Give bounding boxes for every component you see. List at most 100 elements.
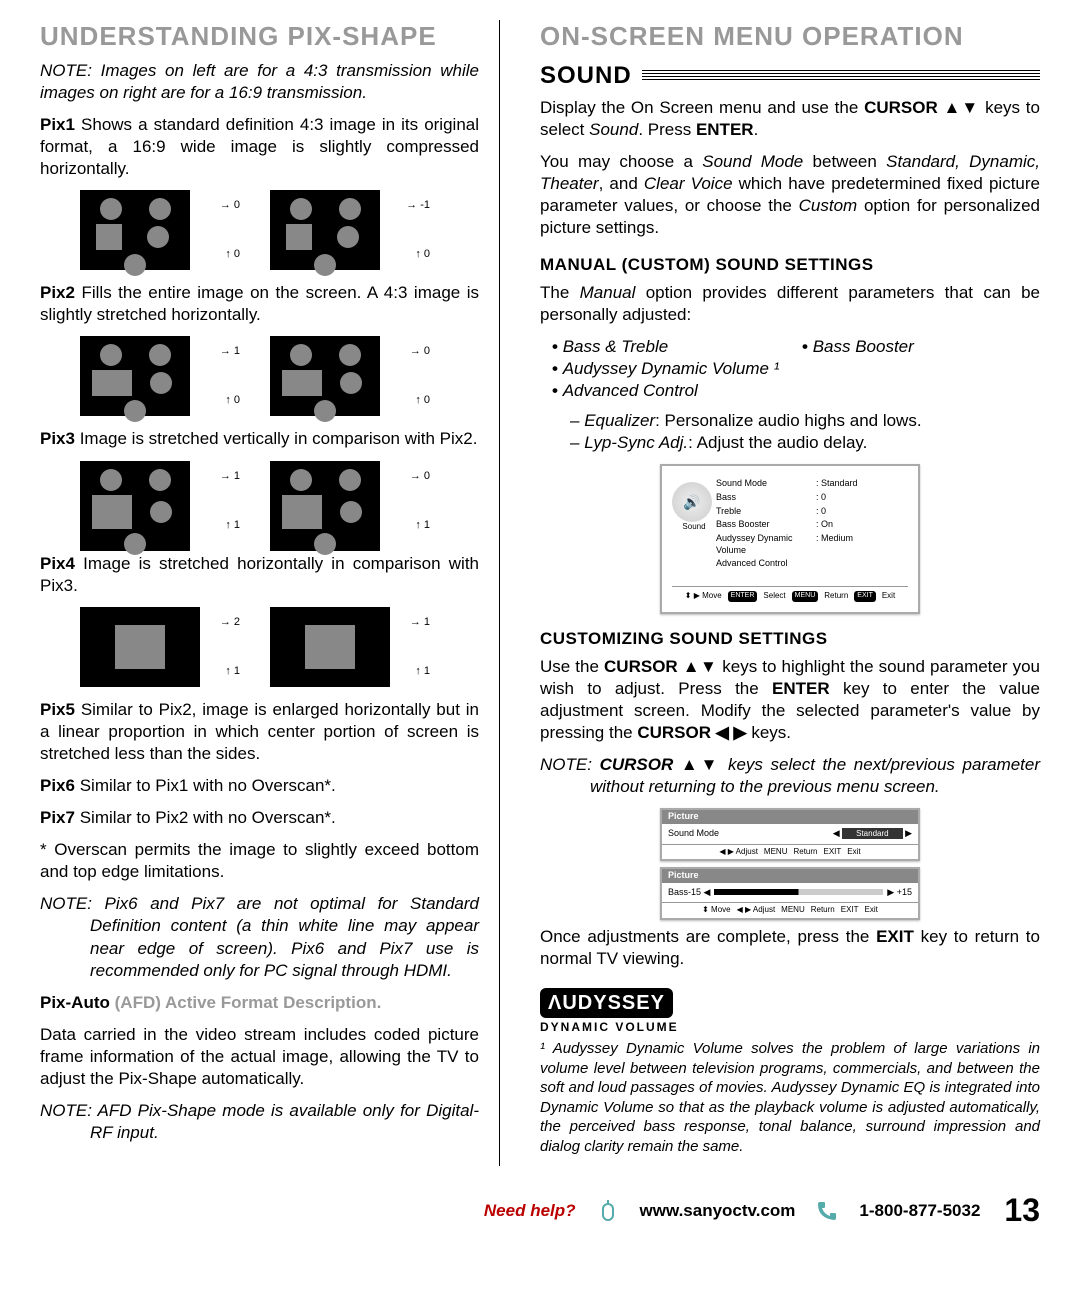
pix3-text: Image is stretched vertically in compari… [75, 429, 478, 448]
pixauto-text: Data carried in the video stream include… [40, 1024, 479, 1090]
sm-value: Standard [842, 828, 902, 839]
menu-foot-item: MENU [781, 905, 805, 915]
menu-row: Bass Booster: On [716, 519, 908, 531]
sub-item: Equalizer: Personalize audio highs and l… [570, 410, 1040, 432]
sound-intro2: You may choose a Sound Mode between Stan… [540, 151, 1040, 239]
overscan-note: * Overscan permits the image to slightly… [40, 839, 479, 883]
pix7-text: Similar to Pix2 with no Overscan*. [75, 808, 336, 827]
bullet-item: Bass & Treble [552, 336, 790, 358]
fig-arrow: ↑ 1 [225, 666, 240, 677]
pix7-para: Pix7 Similar to Pix2 with no Overscan*. [40, 807, 479, 829]
customizing-heading: CUSTOMIZING SOUND SETTINGS [540, 628, 1040, 650]
pix7-label: Pix7 [40, 808, 75, 827]
pix1-label: Pix1 [40, 115, 75, 134]
audyssey-section: ΛUDYSSEY DYNAMIC VOLUME ¹ Audyssey Dynam… [540, 988, 1040, 1157]
sm-min: -15 ◀ [688, 887, 710, 899]
pix1-para: Pix1 Shows a standard definition 4:3 ima… [40, 114, 479, 180]
pix5-label: Pix5 [40, 700, 75, 719]
fig-arrow: → 0 [410, 346, 430, 357]
pix4-label: Pix4 [40, 554, 75, 573]
pix2-para: Pix2 Fills the entire image on the scree… [40, 282, 479, 326]
pix2-label: Pix2 [40, 283, 75, 302]
customizing-text: Use the CURSOR ▲▼ keys to highlight the … [540, 656, 1040, 744]
sound-intro1: Display the On Screen menu and use the C… [540, 97, 1040, 141]
manual-bullets: Bass & Treble Audyssey Dynamic Volume ¹ … [540, 336, 1040, 410]
fig-arrow: → 2 [220, 617, 240, 628]
bullet-item: Advanced Control [552, 380, 790, 402]
menu-foot-item: EXIT [854, 591, 876, 601]
menu-foot-item: ⬍ ▶ Move [685, 591, 722, 601]
after-adjust-text: Once adjustments are complete, press the… [540, 926, 1040, 970]
picture-menu-2: Picture Bass -15 ◀ ▶ +15 ⬍ Move◀ ▶ Adjus… [660, 867, 920, 920]
sound-label: SOUND [540, 60, 632, 91]
audyssey-footnote: ¹ Audyssey Dynamic Volume solves the pro… [540, 1039, 1040, 1156]
pix67-note: NOTE: Pix6 and Pix7 are not optimal for … [90, 893, 479, 981]
sound-heading: SOUND [540, 60, 1040, 91]
menu-foot-item: MENU [792, 591, 819, 601]
pix3-para: Pix3 Image is stretched vertically in co… [40, 428, 479, 450]
pix4-figures: → 2 ↑ 1 → 1 ↑ 1 [80, 607, 479, 687]
left-column: UNDERSTANDING PIX-SHAPE NOTE: Images on … [40, 20, 500, 1166]
menu-foot-item: Return [824, 591, 848, 601]
sm-max: ▶ +15 [887, 887, 912, 899]
menu-row: Advanced Control [716, 558, 908, 570]
sm-label: Sound Mode [668, 828, 719, 840]
pix1-text: Shows a standard definition 4:3 image in… [40, 115, 479, 178]
menu-foot-item: Exit [882, 591, 895, 601]
fig-arrow: → 1 [220, 471, 240, 482]
pix2-figures: → 1↑ 0 → 0↑ 0 [80, 336, 479, 416]
sm-head: Picture [662, 810, 918, 824]
pix4-text: Image is stretched horizontally in compa… [40, 554, 479, 595]
menu-foot-item: ENTER [728, 591, 758, 601]
sm-head: Picture [662, 869, 918, 883]
right-title: ON-SCREEN MENU OPERATION [540, 20, 1040, 54]
pix1-figures: → 0↑ 0 → -1↑ 0 [80, 190, 479, 270]
phone-icon [813, 1197, 841, 1225]
mouse-icon [594, 1197, 622, 1225]
menu-foot-item: ⬍ Move [702, 905, 731, 915]
manual-heading: MANUAL (CUSTOM) SOUND SETTINGS [540, 254, 1040, 276]
fig-arrow: → 1 [220, 346, 240, 357]
menu-row: Sound Mode: Standard [716, 478, 908, 490]
right-column: ON-SCREEN MENU OPERATION SOUND Display t… [530, 20, 1040, 1166]
menu-foot-item: Exit [865, 905, 878, 915]
menu-foot-item: EXIT [824, 847, 842, 857]
fig-arrow: ↑ 0 [415, 249, 430, 260]
sm-label: Bass [668, 887, 688, 899]
fig-arrow: ↑ 1 [415, 520, 430, 531]
sound-menu-screenshot: 🔊 Sound Sound Mode: StandardBass: 0Trebl… [660, 464, 920, 613]
audyssey-logo: ΛUDYSSEY [540, 988, 673, 1018]
pix6-label: Pix6 [40, 776, 75, 795]
left-title: UNDERSTANDING PIX-SHAPE [40, 20, 479, 54]
pix3-label: Pix3 [40, 429, 75, 448]
menu-row: Audyssey Dynamic Volume: Medium [716, 533, 908, 556]
menu-foot-item: Return [793, 847, 817, 857]
pixauto-label: Pix-Auto [40, 993, 110, 1012]
fig-arrow: → -1 [406, 200, 430, 211]
pixauto-sub: (AFD) Active Format Description. [115, 993, 382, 1012]
menu-foot-item: EXIT [841, 905, 859, 915]
customizing-note: NOTE: CURSOR ▲▼ keys select the next/pre… [590, 754, 1040, 798]
menu-row: Bass: 0 [716, 492, 908, 504]
pix6-text: Similar to Pix1 with no Overscan*. [75, 776, 336, 795]
pix5-text: Similar to Pix2, image is enlarged horiz… [40, 700, 479, 763]
menu-foot-item: Select [763, 591, 785, 601]
pix2-text: Fills the entire image on the screen. A … [40, 283, 479, 324]
menu-foot-item: MENU [764, 847, 788, 857]
page-footer: Need help? www.sanyoctv.com 1-800-877-50… [40, 1190, 1040, 1232]
audyssey-subtitle: DYNAMIC VOLUME [540, 1020, 1040, 1036]
page-number: 13 [1004, 1190, 1040, 1232]
fig-arrow: → 0 [410, 471, 430, 482]
fig-arrow: ↑ 0 [225, 395, 240, 406]
sound-icon: 🔊 [672, 482, 712, 522]
need-help-label: Need help? [484, 1200, 576, 1222]
menu-foot-item: ◀ ▶ Adjust [719, 847, 758, 857]
bullet-item: Audyssey Dynamic Volume ¹ [552, 358, 790, 380]
fig-arrow: ↑ 1 [415, 666, 430, 677]
pix4-para: Pix4 Image is stretched horizontally in … [40, 553, 479, 597]
note-top: NOTE: Images on left are for a 4:3 trans… [40, 60, 479, 104]
menu-foot-item: Exit [847, 847, 860, 857]
fig-arrow: → 1 [410, 617, 430, 628]
footer-phone: 1-800-877-5032 [859, 1200, 980, 1222]
pixauto-title-row: Pix-Auto (AFD) Active Format Description… [40, 992, 479, 1014]
